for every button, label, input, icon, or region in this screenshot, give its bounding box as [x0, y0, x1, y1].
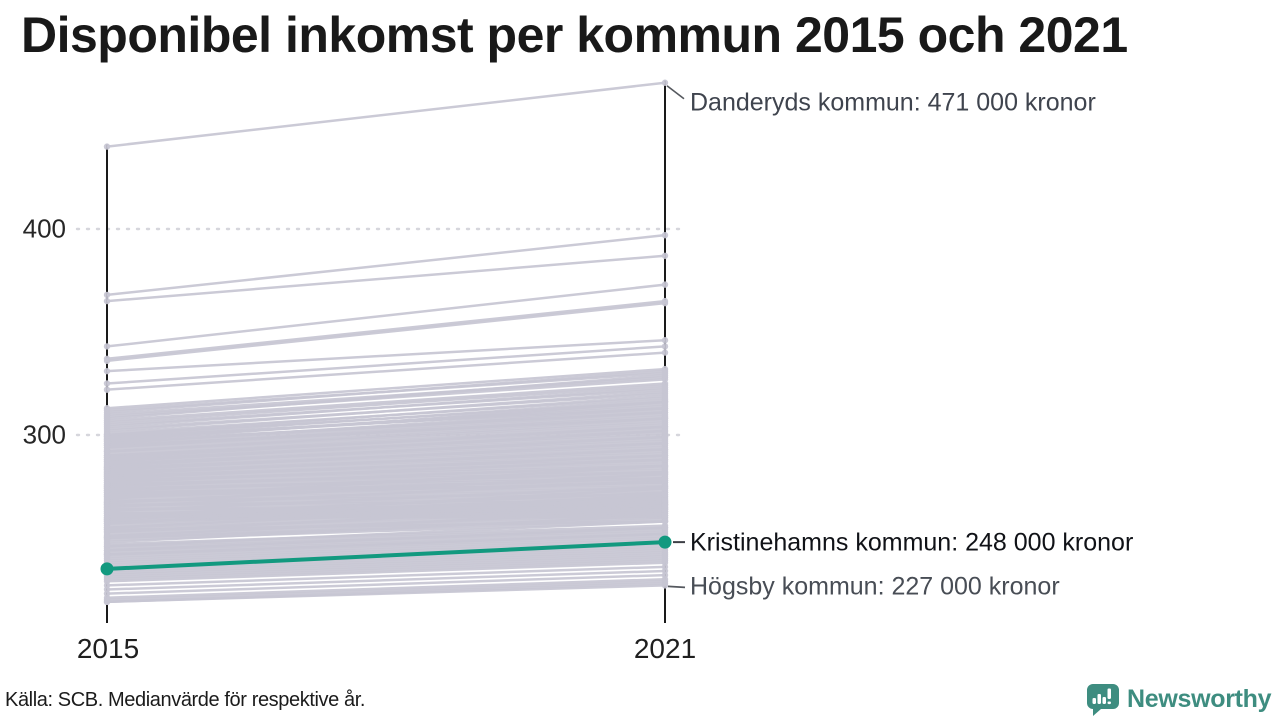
page-title: Disponibel inkomst per kommun 2015 och 2… [21, 7, 1128, 63]
annotation-danderyd: Danderyds kommun: 471 000 kronor [690, 88, 1096, 117]
bar-chart-speech-bubble-icon [1087, 683, 1119, 716]
annotation-hogsby: Högsby kommun: 227 000 kronor [690, 572, 1060, 601]
x-label-2015: 2015 [76, 633, 140, 664]
annotation-kristinehamn: Kristinehamns kommun: 248 000 kronor [690, 528, 1134, 557]
y-tick-400: 400 [22, 213, 66, 244]
newsworthy-logo: Newsworthy [1086, 682, 1272, 717]
source-note: Källa: SCB. Medianvärde för respektive å… [5, 689, 366, 711]
newsworthy-wordmark: Newsworthy [1127, 685, 1272, 713]
x-label-2021: 2021 [633, 633, 697, 664]
y-tick-300: 300 [22, 419, 66, 450]
